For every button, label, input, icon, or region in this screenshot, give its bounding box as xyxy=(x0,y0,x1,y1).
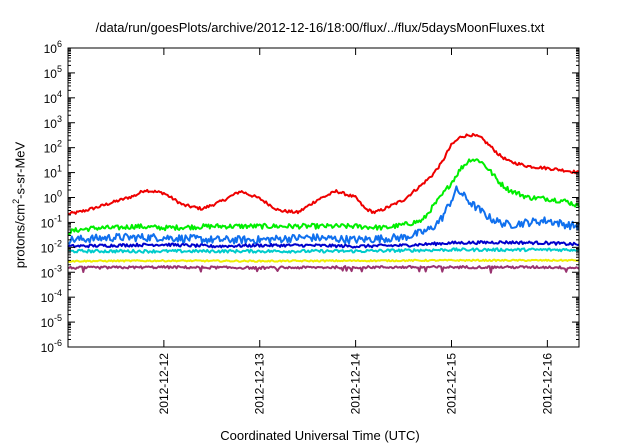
y-tick-label: 101 xyxy=(44,164,62,181)
series-polyline xyxy=(67,185,580,245)
y-tick-label: 10-3 xyxy=(41,263,62,280)
y-axis-label-rest: -s-sr-MeV xyxy=(12,141,28,199)
y-tick-label: 103 xyxy=(44,114,62,131)
series-line xyxy=(67,185,580,245)
series-polyline xyxy=(67,240,580,249)
x-tick-label: 2012-12-15 xyxy=(444,353,458,415)
x-axis-label: Coordinated Universal Time (UTC) xyxy=(220,428,420,443)
x-tick-label: 2012-12-16 xyxy=(540,353,554,415)
y-tick-label: 105 xyxy=(44,64,62,81)
series-line xyxy=(67,158,580,236)
y-tick-label: 106 xyxy=(44,39,62,56)
y-axis-label-text: protons/cm xyxy=(12,203,28,269)
chart-title: /data/run/goesPlots/archive/2012-12-16/1… xyxy=(95,20,545,35)
series-polyline xyxy=(67,247,580,254)
x-tick-label: 2012-12-14 xyxy=(349,353,363,415)
series-line xyxy=(67,265,580,274)
y-tick-label: 10-2 xyxy=(41,238,62,255)
series-line xyxy=(67,258,580,263)
y-tick-label: 10-4 xyxy=(41,288,62,305)
ticks-layer: 10-6 10-5 10-4 10-3 10-2 10-1 100 101 102 103 104 1… xyxy=(41,39,579,414)
series-polyline xyxy=(67,158,580,236)
series-polyline xyxy=(67,258,580,263)
y-tick-label: 10-1 xyxy=(41,213,62,230)
y-tick-label: 100 xyxy=(44,189,62,206)
series-polyline xyxy=(67,265,580,274)
x-tick-label: 2012-12-12 xyxy=(157,353,171,415)
series-polyline xyxy=(67,132,580,216)
y-tick-label: 10-6 xyxy=(41,338,62,355)
y-tick-label: 10-5 xyxy=(41,313,62,330)
series-layer xyxy=(67,132,580,274)
y-axis-label-exponent: 2 xyxy=(11,198,21,204)
y-axis-label: protons/cm2-s-sr-MeV xyxy=(7,115,29,295)
series-line xyxy=(67,247,580,254)
series-line xyxy=(67,132,580,216)
series-line xyxy=(67,240,580,249)
y-tick-label: 102 xyxy=(44,139,62,156)
y-tick-label: 104 xyxy=(44,89,62,106)
x-tick-label: 2012-12-13 xyxy=(253,353,267,415)
